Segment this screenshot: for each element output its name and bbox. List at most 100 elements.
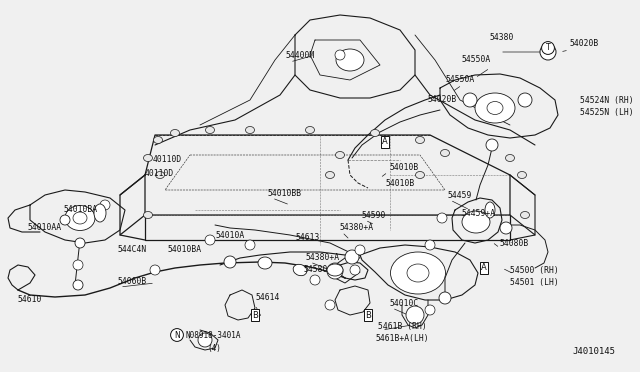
Ellipse shape (205, 126, 214, 134)
Ellipse shape (335, 50, 345, 60)
Circle shape (425, 305, 435, 315)
Text: 54380+A: 54380+A (340, 224, 374, 232)
Text: 5461B+A(LH): 5461B+A(LH) (375, 334, 429, 343)
Circle shape (350, 265, 360, 275)
Circle shape (355, 245, 365, 255)
Ellipse shape (143, 154, 152, 161)
Ellipse shape (475, 93, 515, 123)
Circle shape (437, 213, 447, 223)
Text: 54010B: 54010B (385, 179, 414, 187)
Text: 544C4N: 544C4N (118, 246, 147, 254)
Ellipse shape (415, 137, 424, 144)
Text: (4): (4) (207, 343, 221, 353)
Text: 54525N (LH): 54525N (LH) (580, 108, 634, 116)
Circle shape (205, 235, 215, 245)
Ellipse shape (305, 126, 314, 134)
Text: 54524N (RH): 54524N (RH) (580, 96, 634, 105)
Text: 54010A: 54010A (215, 231, 244, 240)
Ellipse shape (371, 129, 380, 137)
Circle shape (198, 333, 212, 347)
Ellipse shape (154, 137, 163, 144)
Text: 54550A: 54550A (462, 55, 492, 64)
Ellipse shape (293, 264, 307, 276)
Text: 54010BB: 54010BB (268, 189, 302, 198)
Circle shape (75, 238, 85, 248)
Text: 40110D: 40110D (153, 155, 182, 164)
Circle shape (425, 240, 435, 250)
Text: 54080B: 54080B (500, 238, 529, 247)
Circle shape (310, 275, 320, 285)
Ellipse shape (407, 264, 429, 282)
Ellipse shape (143, 212, 152, 218)
Circle shape (518, 93, 532, 107)
Text: 54610: 54610 (18, 295, 42, 305)
Text: T: T (546, 44, 550, 52)
Text: A: A (382, 138, 388, 147)
Ellipse shape (518, 171, 527, 179)
Ellipse shape (246, 126, 255, 134)
Text: B: B (365, 311, 371, 320)
Ellipse shape (415, 171, 424, 179)
Circle shape (73, 280, 83, 290)
Ellipse shape (156, 171, 164, 179)
Circle shape (73, 260, 83, 270)
Text: N: N (174, 330, 180, 340)
Text: 54020B: 54020B (428, 96, 457, 105)
Circle shape (345, 250, 359, 264)
Text: 54459: 54459 (448, 190, 472, 199)
Ellipse shape (440, 150, 449, 157)
Circle shape (406, 306, 424, 324)
Text: 54501 (LH): 54501 (LH) (510, 278, 559, 286)
Circle shape (60, 215, 70, 225)
Text: 54614: 54614 (255, 294, 280, 302)
Ellipse shape (170, 129, 179, 137)
Ellipse shape (327, 264, 343, 276)
Circle shape (540, 44, 556, 60)
Text: 54010AA: 54010AA (27, 224, 61, 232)
Text: 54010C: 54010C (390, 298, 419, 308)
Circle shape (96, 211, 104, 219)
Circle shape (325, 300, 335, 310)
Ellipse shape (506, 154, 515, 161)
Circle shape (500, 222, 512, 234)
Text: 40110D: 40110D (145, 169, 174, 177)
Ellipse shape (485, 202, 495, 218)
Text: 54380: 54380 (490, 33, 515, 42)
Circle shape (327, 263, 343, 279)
Ellipse shape (73, 212, 87, 224)
Text: J4010145: J4010145 (572, 347, 615, 356)
Text: 54590: 54590 (362, 211, 387, 219)
Text: N08918-3401A: N08918-3401A (185, 331, 241, 340)
Text: 5461B (RH): 5461B (RH) (378, 321, 427, 330)
Ellipse shape (520, 212, 529, 218)
Ellipse shape (390, 252, 445, 294)
Text: B: B (252, 311, 258, 320)
Text: 54550A: 54550A (445, 76, 474, 84)
Circle shape (100, 200, 110, 210)
Text: A: A (481, 263, 487, 273)
Ellipse shape (335, 151, 344, 158)
Circle shape (439, 292, 451, 304)
Ellipse shape (462, 211, 490, 233)
Text: 54580: 54580 (304, 266, 328, 275)
Circle shape (486, 139, 498, 151)
Text: 54500 (RH): 54500 (RH) (510, 266, 559, 275)
Text: 54020B: 54020B (570, 39, 599, 48)
Text: 54459+A: 54459+A (462, 208, 496, 218)
Circle shape (463, 93, 477, 107)
Ellipse shape (336, 49, 364, 71)
Text: 54400M: 54400M (285, 51, 314, 60)
Ellipse shape (65, 205, 95, 231)
Circle shape (150, 265, 160, 275)
Ellipse shape (258, 257, 272, 269)
Text: 54010BA: 54010BA (63, 205, 97, 215)
Text: 54010B: 54010B (390, 164, 419, 173)
Text: 54613: 54613 (295, 234, 319, 243)
Text: 54380+A: 54380+A (305, 253, 339, 263)
Ellipse shape (487, 102, 503, 115)
Text: 54010BA: 54010BA (168, 246, 202, 254)
Circle shape (245, 240, 255, 250)
Text: 54060B: 54060B (118, 278, 147, 286)
Ellipse shape (326, 171, 335, 179)
Ellipse shape (94, 204, 106, 222)
